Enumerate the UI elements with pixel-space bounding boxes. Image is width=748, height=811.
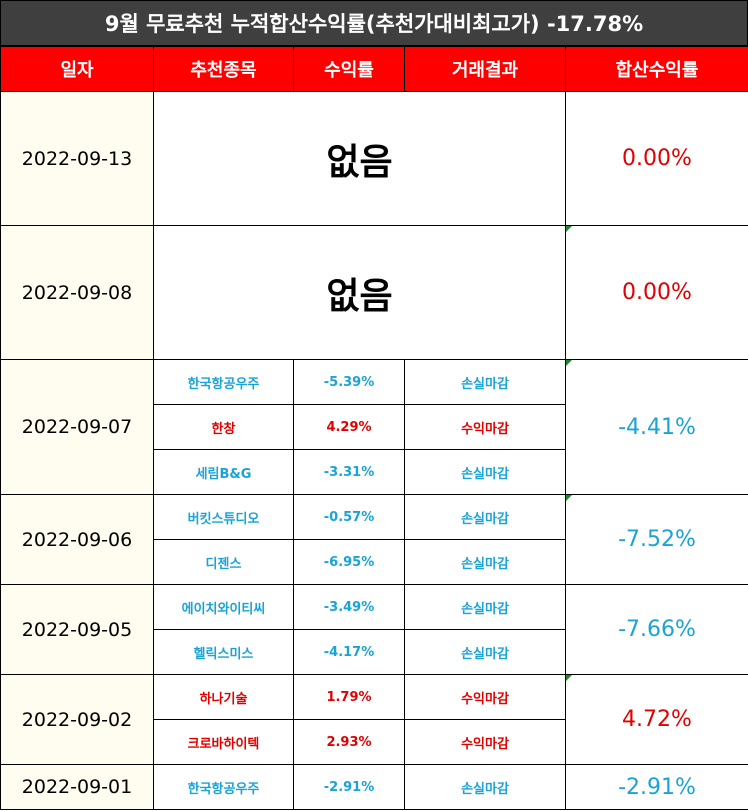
stock-name-cell: 헬릭스미스 xyxy=(153,629,294,675)
table-row: 헬릭스미스 -4.17% 손실마감 xyxy=(1,629,748,675)
total-return-value: 0.00% xyxy=(622,280,692,305)
total-return-cell: -7.66% xyxy=(565,584,748,675)
stock-name-cell: 한창 xyxy=(153,404,294,450)
rate-cell: -3.31% xyxy=(293,449,405,495)
total-return-cell: -4.41% xyxy=(565,359,748,495)
result-cell: 손실마감 xyxy=(404,449,566,495)
comment-marker-icon xyxy=(566,675,572,681)
header-rate: 수익률 xyxy=(293,46,405,92)
result-cell: 수익마감 xyxy=(404,719,566,765)
date-cell: 2022-09-05 xyxy=(0,584,154,675)
result-cell: 손실마감 xyxy=(404,584,566,630)
stock-name-cell: 세림B&G xyxy=(153,449,294,495)
table-row: 2022-09-06 버킷스튜디오 -0.57% 손실마감 -7.52% xyxy=(0,494,748,585)
rate-cell: -3.49% xyxy=(293,584,405,630)
rate-cell: -6.95% xyxy=(293,539,405,585)
table-row: 크로바하이텍 2.93% 수익마감 xyxy=(1,719,748,765)
header-total: 합산수익률 xyxy=(565,46,748,92)
table-row: 2022-09-07 한국항공우주 -5.39% 손실마감 -4.41% xyxy=(0,359,748,495)
rate-cell: -4.17% xyxy=(293,629,405,675)
table-row: 2022-09-05 에이치와이티씨 -3.49% 손실마감 -7.66% xyxy=(0,584,748,675)
total-return-value: 4.72% xyxy=(622,707,692,732)
total-return-value: -4.41% xyxy=(618,414,696,440)
total-return-cell: -2.91% xyxy=(565,764,748,810)
total-return-value: -7.52% xyxy=(618,527,696,552)
stock-name-cell: 크로바하이텍 xyxy=(153,719,294,765)
stock-name-cell: 디젠스 xyxy=(153,539,294,585)
date-cell: 2022-09-02 xyxy=(0,674,154,765)
date-cell: 2022-09-08 xyxy=(0,225,154,360)
result-cell: 수익마감 xyxy=(404,674,566,720)
result-cell: 손실마감 xyxy=(404,629,566,675)
no-recommendation-cell: 없음 xyxy=(153,225,566,360)
stock-name-cell: 한국항공우주 xyxy=(153,359,294,405)
date-cell: 2022-09-07 xyxy=(0,359,154,495)
rate-cell: 4.29% xyxy=(293,404,405,450)
comment-marker-icon xyxy=(566,226,572,232)
header-row: 일자 추천종목 수익률 거래결과 합산수익률 xyxy=(0,46,748,92)
rate-cell: -2.91% xyxy=(293,764,405,810)
result-cell: 손실마감 xyxy=(404,764,566,810)
rate-cell: 2.93% xyxy=(293,719,405,765)
header-result: 거래결과 xyxy=(404,46,566,92)
no-recommendation-cell: 없음 xyxy=(153,91,566,226)
rate-cell: -0.57% xyxy=(293,494,405,540)
total-return-cell: 4.72% xyxy=(565,674,748,765)
date-cell: 2022-09-06 xyxy=(0,494,154,585)
stock-name-cell: 하나기술 xyxy=(153,674,294,720)
total-return-cell: 0.00% xyxy=(565,225,748,360)
rate-cell: -5.39% xyxy=(293,359,405,405)
stock-name-cell: 버킷스튜디오 xyxy=(153,494,294,540)
date-cell: 2022-09-01 xyxy=(0,764,154,810)
comment-marker-icon xyxy=(566,495,572,501)
recommendation-table: 일자 추천종목 수익률 거래결과 합산수익률 2022-09-13 없음 0.0… xyxy=(0,46,748,810)
table-row: 2022-09-08 없음 0.00% xyxy=(0,225,748,360)
result-cell: 손실마감 xyxy=(404,539,566,585)
comment-marker-icon xyxy=(566,360,572,366)
table-row: 2022-09-01 한국항공우주 -2.91% 손실마감 -2.91% xyxy=(0,764,748,810)
rate-cell: 1.79% xyxy=(293,674,405,720)
table-row: 2022-09-02 하나기술 1.79% 수익마감 4.72% xyxy=(0,674,748,765)
total-return-cell: 0.00% xyxy=(565,91,748,226)
table-row: 2022-09-13 없음 0.00% xyxy=(0,91,748,226)
result-cell: 손실마감 xyxy=(404,494,566,540)
page-title: 9월 무료추천 누적합산수익률(추천가대비최고가) -17.78% xyxy=(0,0,748,46)
total-return-value: -7.66% xyxy=(618,617,696,642)
total-return-cell: -7.52% xyxy=(565,494,748,585)
header-stock: 추천종목 xyxy=(153,46,294,92)
table-row: 디젠스 -6.95% 손실마감 xyxy=(1,539,748,585)
result-cell: 손실마감 xyxy=(404,359,566,405)
stock-name-cell: 에이치와이티씨 xyxy=(153,584,294,630)
result-cell: 수익마감 xyxy=(404,404,566,450)
stock-name-cell: 한국항공우주 xyxy=(153,764,294,810)
table-row: 세림B&G -3.31% 손실마감 xyxy=(1,449,748,495)
date-cell: 2022-09-13 xyxy=(0,91,154,226)
header-date: 일자 xyxy=(0,46,154,92)
